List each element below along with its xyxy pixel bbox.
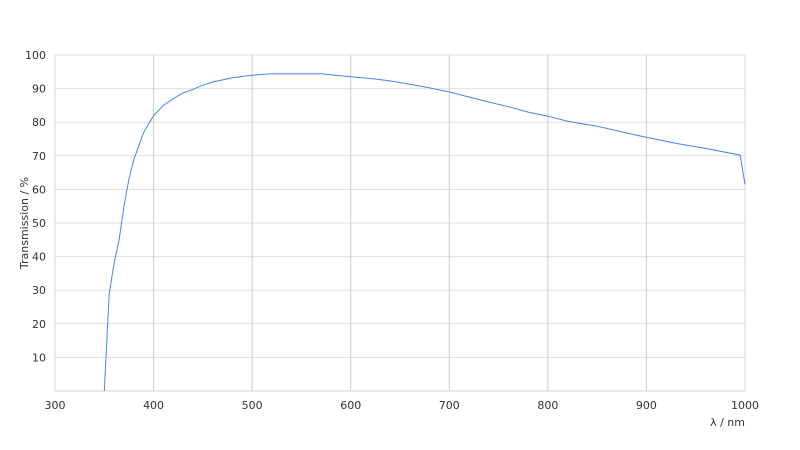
y-tick-label: 90: [32, 83, 46, 96]
x-tick-label: 600: [340, 399, 361, 412]
x-axis-label: λ / nm: [710, 416, 745, 429]
series-line: [103, 73, 746, 392]
y-tick-label: 40: [32, 251, 46, 264]
tick-labels: 10 20 30 40 50 60 70 80 90 100 300 400 500 600 700 800 9…: [25, 49, 759, 412]
y-axis-label: Transmission / %: [18, 177, 31, 270]
x-tick-label: 900: [636, 399, 657, 412]
x-tick-label: 700: [439, 399, 460, 412]
y-tick-label: 20: [32, 318, 46, 331]
x-tick-label: 300: [45, 399, 66, 412]
y-tick-label: 70: [32, 150, 46, 163]
y-tick-label: 80: [32, 116, 46, 129]
y-tick-label: 30: [32, 284, 46, 297]
grid: [54, 54, 746, 392]
x-tick-label: 400: [143, 399, 164, 412]
y-tick-label: 50: [32, 217, 46, 230]
y-tick-label: 60: [32, 183, 46, 196]
y-tick-label: 100: [25, 49, 46, 62]
x-tick-label: 500: [242, 399, 263, 412]
x-tick-label: 800: [537, 399, 558, 412]
y-tick-label: 10: [32, 351, 46, 364]
x-tick-label: 1000: [731, 399, 759, 412]
